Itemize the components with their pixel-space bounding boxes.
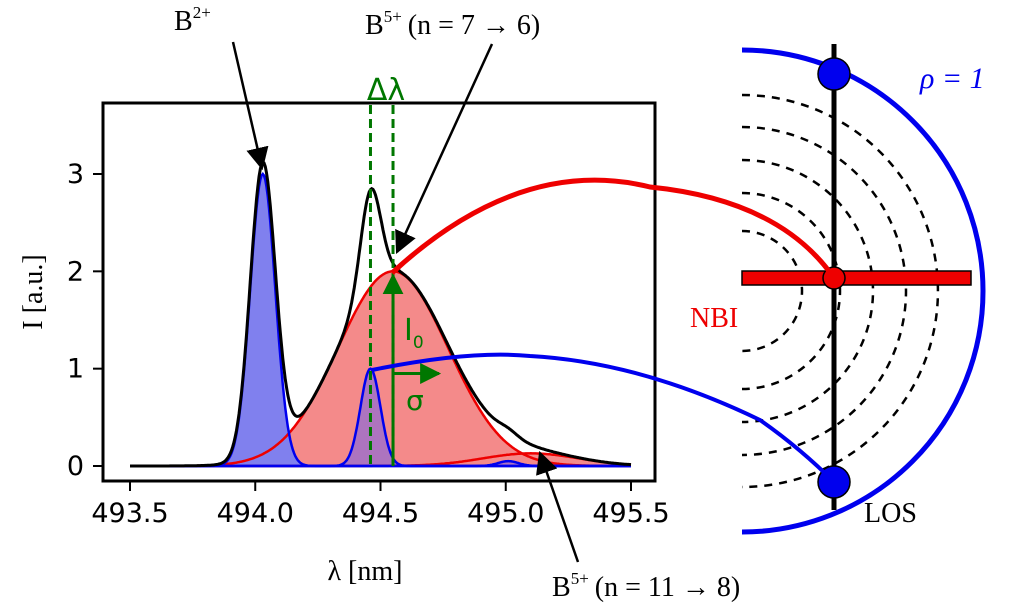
flux-surface-2 <box>741 125 908 457</box>
flux-surface-4 <box>741 191 842 391</box>
b5-bottom-pointer-arrow <box>536 450 580 563</box>
i0-label-main: I <box>404 313 413 348</box>
nbi-label: NBI <box>690 303 738 334</box>
flux-surface-3 <box>741 158 875 424</box>
blue-connector-curve <box>371 352 836 484</box>
b5-top-label-main: B <box>365 10 384 41</box>
total-spectrum-curve <box>130 159 632 468</box>
delta-lambda-label: Δλ <box>367 73 405 108</box>
b2-pointer-arrow <box>231 41 269 171</box>
b5-top-label-superscript: 5+ <box>384 7 402 26</box>
b2-label-superscript: 2+ <box>193 3 211 22</box>
flux-surface-5 <box>741 229 804 353</box>
x-tick-label: 493.5 <box>91 498 168 529</box>
rho-1-boundary <box>741 47 986 535</box>
x-tick-label: 495.0 <box>467 498 544 529</box>
b2-component-fill <box>130 174 631 466</box>
i0-label: I0 <box>404 313 424 353</box>
x-axis-label: λ [nm] <box>327 556 402 587</box>
y-tick-label: 1 <box>67 354 84 385</box>
spectrum-chart: 493.5 494.0 494.5 495.0 495.5 0 1 2 3 λ [nm] I … <box>18 101 670 587</box>
b5-bottom-label-main: B <box>552 572 571 603</box>
x-tick-label: 495.5 <box>592 498 669 529</box>
red-connector-curve <box>390 177 837 280</box>
x-tick-label: 494.0 <box>217 498 294 529</box>
los-top-point <box>817 57 851 91</box>
sigma-label: σ <box>406 384 424 417</box>
b5-bottom-label-superscript: 5+ <box>571 569 589 588</box>
cx-component-fill <box>130 368 631 466</box>
b5-top-pointer-arrow <box>395 43 494 255</box>
y-tick-label: 0 <box>67 451 84 482</box>
plot-frame <box>101 101 657 483</box>
chart-markers <box>368 105 442 466</box>
b2-label: B2+ <box>174 3 211 37</box>
y-axis-label: I [a.u.] <box>18 254 49 329</box>
y-tick-label: 2 <box>67 256 84 287</box>
y-tick-label: 3 <box>67 159 84 190</box>
y-axis-ticks: 0 1 2 3 <box>67 159 103 482</box>
b2-label-main: B <box>174 6 193 37</box>
rho-label: ρ = 1 <box>919 62 985 95</box>
b5-bottom-label: B5+ (n = 11 → 8) <box>552 569 740 603</box>
geometry-diagram: ρ = 1 NBI LOS <box>690 44 986 535</box>
b5-top-label: B5+ (n = 7 → 6) <box>365 7 540 41</box>
b5-bottom-label-transition: (n = 11 → 8) <box>595 572 740 603</box>
b5-top-label-transition: (n = 7 → 6) <box>408 10 540 41</box>
nbi-beam <box>741 270 972 286</box>
x-tick-label: 494.5 <box>342 498 419 529</box>
x-axis-ticks: 493.5 494.0 494.5 495.0 495.5 <box>91 481 670 529</box>
i0-label-subscript: 0 <box>413 333 424 353</box>
los-label: LOS <box>864 498 917 529</box>
